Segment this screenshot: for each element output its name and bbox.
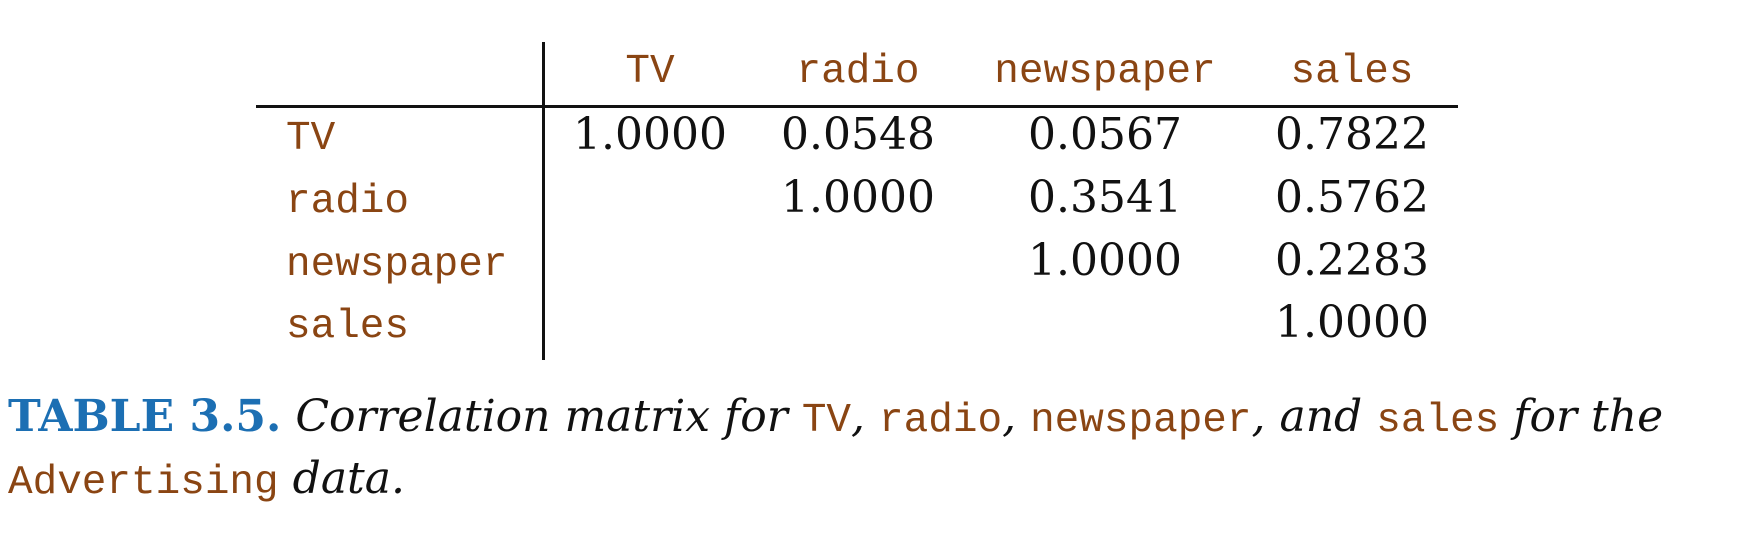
caption-text: , [1002,391,1017,442]
row-label-newspaper: newspaper [286,242,508,288]
table-vertical-rule [542,42,545,360]
column-header-tv: TV [625,49,675,95]
row-label-tv: TV [286,116,336,162]
caption-text: Correlation matrix for [295,391,788,442]
table-cell: 0.5762 [1275,172,1429,223]
caption-text: , [851,391,866,442]
row-label-sales: sales [286,304,410,350]
table-cell: 1.0000 [1275,297,1429,348]
table-cell: 0.7822 [1275,109,1429,160]
caption-text: , and [1251,391,1363,442]
row-label-radio: radio [286,179,410,225]
caption-label: TABLE 3.5. [8,391,282,442]
column-header-newspaper: newspaper [994,49,1216,95]
caption-code-radio: radio [879,398,1003,444]
table-cell: 0.0567 [1028,109,1182,160]
table-cell: 0.2283 [1275,235,1429,286]
caption-code-tv: TV [801,398,852,444]
table-cell: 1.0000 [573,109,727,160]
caption-code-advertising: Advertising [8,460,279,506]
caption-code-newspaper: newspaper [1030,398,1252,444]
table-cell: 0.0548 [781,109,935,160]
table-cell: 0.3541 [1028,172,1182,223]
caption-text: for the [1513,391,1664,442]
table-caption: TABLE 3.5. Correlation matrix for TV, ra… [8,388,1748,512]
column-header-radio: radio [796,49,920,95]
table-header-rule [256,105,1458,108]
caption-code-sales: sales [1376,398,1500,444]
table-cell: 1.0000 [781,172,935,223]
caption-text: data. [292,453,405,504]
column-header-sales: sales [1290,49,1414,95]
table-cell: 1.0000 [1028,235,1182,286]
